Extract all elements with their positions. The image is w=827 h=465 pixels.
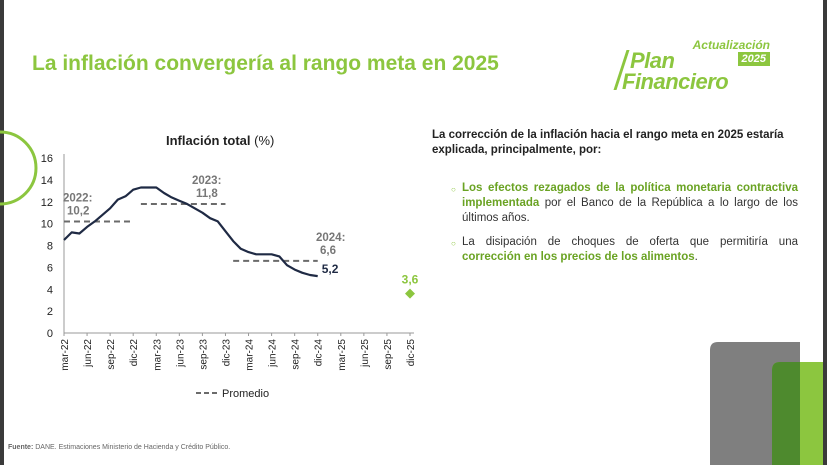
decorative-arc: [0, 130, 38, 206]
x-tick-label: sep-25: [383, 339, 394, 370]
y-tick-label: 12: [41, 197, 53, 209]
x-tick-label: dic-22: [129, 339, 140, 367]
chart-title-unit: (%): [254, 133, 275, 148]
legend-label: Promedio: [222, 388, 269, 400]
bullet-1-text: por el Banco de la República a lo largo …: [462, 197, 798, 224]
x-tick-label: sep-22: [106, 339, 117, 370]
x-tick-label: jun-22: [83, 339, 94, 368]
bullet-item-supply-shocks: ○ La disipación de choques de oferta que…: [451, 235, 798, 265]
bullet-item-monetary-policy: ○ Los efectos rezagados de la política m…: [451, 181, 798, 226]
x-tick-label: dic-23: [221, 339, 232, 367]
y-tick-label: 10: [41, 219, 53, 231]
average-value-label: 11,8: [196, 188, 218, 200]
x-tick-label: mar-22: [60, 339, 71, 371]
x-tick-label: jun-24: [268, 339, 279, 368]
logo-year-badge: 2025: [737, 52, 770, 66]
plan-financiero-logo: Actualización Plan 2025 Financiero: [612, 36, 782, 100]
bullet-2-tail: .: [694, 251, 698, 263]
x-tick-label: jun-25: [360, 339, 371, 368]
bullet-dot-icon: ○: [451, 185, 456, 194]
y-tick-label: 8: [47, 241, 53, 253]
source-note: Fuente: DANE. Estimaciones Ministerio de…: [8, 444, 230, 451]
right-heading: La corrección de la inflación hacia el r…: [432, 129, 784, 156]
left-frame-bar: [0, 0, 4, 465]
x-tick-label: sep-24: [291, 339, 302, 370]
page-title: La inflación convergería al rango meta e…: [32, 52, 499, 75]
bullet-list: ○ Los efectos rezagados de la política m…: [451, 181, 798, 274]
logo-line-1: Actualización: [692, 38, 770, 52]
y-tick-label: 16: [41, 153, 53, 165]
x-tick-label: jun-23: [175, 339, 186, 368]
x-tick-label: sep-23: [198, 339, 209, 370]
decorative-overlap-shape: [772, 362, 800, 465]
y-tick-label: 6: [47, 262, 53, 274]
y-tick-label: 2: [47, 306, 53, 318]
right-frame-bar: [823, 0, 827, 465]
chart-title-text: Inflación total: [166, 133, 251, 148]
x-tick-label: mar-24: [245, 339, 256, 371]
x-tick-label: dic-25: [406, 339, 417, 367]
bullet-dot-icon: ○: [451, 239, 456, 248]
forecast-point: [405, 288, 415, 299]
last-value-label: 5,2: [322, 262, 339, 276]
bullet-2-text: La disipación de choques de oferta que p…: [462, 236, 798, 248]
y-tick-label: 4: [47, 284, 53, 296]
logo-line-3: Financiero: [622, 69, 729, 94]
y-tick-label: 0: [47, 328, 53, 340]
forecast-value-label: 3,6: [402, 273, 419, 287]
inflation-line: [63, 186, 318, 278]
bullet-2-highlight: corrección en los precios de los aliment…: [462, 251, 695, 263]
average-value-label: 10,2: [67, 205, 89, 217]
bullet-1-highlight: Los efectos rezagados de la política mon…: [462, 182, 798, 209]
logo-line-2: Plan: [630, 48, 675, 73]
average-value-label: 6,6: [320, 245, 336, 257]
x-tick-label: mar-25: [337, 339, 348, 371]
x-tick-label: dic-24: [314, 339, 325, 367]
chart-title: Inflación total (%): [166, 133, 274, 148]
source-text: DANE. Estimaciones Ministerio de Haciend…: [35, 444, 231, 451]
y-tick-label: 14: [41, 175, 53, 187]
source-label: Fuente:: [8, 444, 34, 451]
x-tick-label: mar-23: [152, 339, 163, 371]
average-year-label: 2024:: [316, 232, 345, 244]
average-year-label: 2023:: [192, 175, 221, 187]
average-year-label: 2022:: [63, 192, 92, 204]
